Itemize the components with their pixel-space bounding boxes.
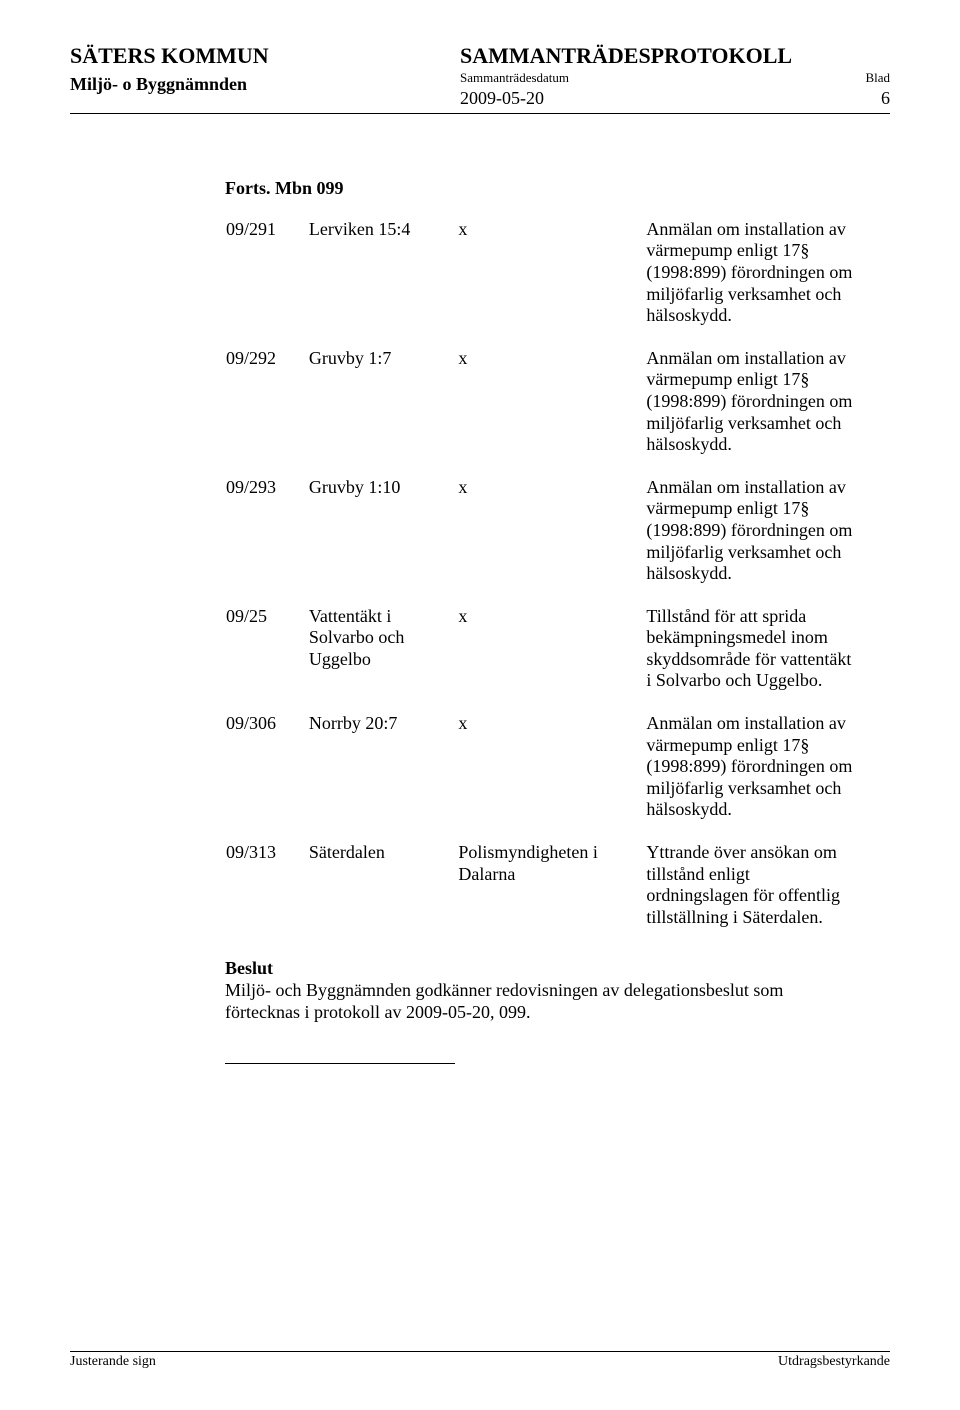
cell-desc: Anmälan om installation av värmepump enl… [645,347,855,476]
cell-desc: Anmälan om installation av värmepump enl… [645,476,855,605]
delegation-table: 09/291 Lerviken 15:4 x Anmälan om instal… [225,218,855,949]
meeting-date: 2009-05-20 [460,88,544,109]
cell-desc: Yttrande över ansökan om tillstånd enlig… [645,841,855,948]
cell-x: x [457,712,645,841]
content-body: Forts. Mbn 099 09/291 Lerviken 15:4 x An… [225,178,890,1070]
sub-right-label: Blad [865,70,890,86]
document-title: SAMMANTRÄDESPROTOKOLL [460,44,890,68]
cell-x: Polismyndigheten i Dalarna [457,841,645,948]
cell-obj: Gruvby 1:10 [308,476,457,605]
cell-obj: Lerviken 15:4 [308,218,457,347]
page: SÄTERS KOMMUN Miljö- o Byggnämnden SAMMA… [0,0,960,1410]
table-row: 09/291 Lerviken 15:4 x Anmälan om instal… [225,218,855,347]
header-daterow: 2009-05-20 6 [460,88,890,109]
committee-name: Miljö- o Byggnämnden [70,74,269,95]
table-row: 09/292 Gruvby 1:7 x Anmälan om installat… [225,347,855,476]
cell-obj: Vattentäkt i Solvarbo och Uggelbo [308,605,457,712]
cell-id: 09/25 [225,605,308,712]
footer-left: Justerande sign [70,1354,156,1370]
cell-desc: Anmälan om installation av värmepump enl… [645,712,855,841]
signature-line [225,1063,455,1064]
cell-x: x [457,476,645,605]
page-footer: Justerande sign Utdragsbestyrkande [70,1343,890,1370]
cell-x: x [457,347,645,476]
beslut-block: Beslut Miljö- och Byggnämnden godkänner … [225,958,845,1069]
footer-right: Utdragsbestyrkande [778,1354,890,1370]
footer-divider [70,1351,890,1352]
beslut-text: Miljö- och Byggnämnden godkänner redovis… [225,980,845,1023]
cell-desc: Anmälan om installation av värmepump enl… [645,218,855,347]
cell-obj: Gruvby 1:7 [308,347,457,476]
page-number: 6 [881,88,890,109]
cell-id: 09/293 [225,476,308,605]
cell-x: x [457,605,645,712]
header-left: SÄTERS KOMMUN Miljö- o Byggnämnden [70,44,269,95]
page-header: SÄTERS KOMMUN Miljö- o Byggnämnden SAMMA… [70,44,890,109]
sub-left-label: Sammanträdesdatum [460,70,569,86]
forts-heading: Forts. Mbn 099 [225,178,890,200]
table-row: 09/306 Norrby 20:7 x Anmälan om installa… [225,712,855,841]
header-right: SAMMANTRÄDESPROTOKOLL Sammanträdesdatum … [460,44,890,109]
table-row: 09/313 Säterdalen Polismyndigheten i Dal… [225,841,855,948]
cell-obj: Säterdalen [308,841,457,948]
header-divider [70,113,890,114]
cell-x: x [457,218,645,347]
header-subrow: Sammanträdesdatum Blad [460,70,890,86]
footer-row: Justerande sign Utdragsbestyrkande [70,1354,890,1370]
cell-obj: Norrby 20:7 [308,712,457,841]
cell-id: 09/291 [225,218,308,347]
cell-id: 09/292 [225,347,308,476]
cell-desc: Tillstånd för att sprida bekämpningsmede… [645,605,855,712]
cell-id: 09/313 [225,841,308,948]
kommun-name: SÄTERS KOMMUN [70,44,269,68]
beslut-label: Beslut [225,958,845,980]
table-row: 09/25 Vattentäkt i Solvarbo och Uggelbo … [225,605,855,712]
cell-id: 09/306 [225,712,308,841]
table-row: 09/293 Gruvby 1:10 x Anmälan om installa… [225,476,855,605]
